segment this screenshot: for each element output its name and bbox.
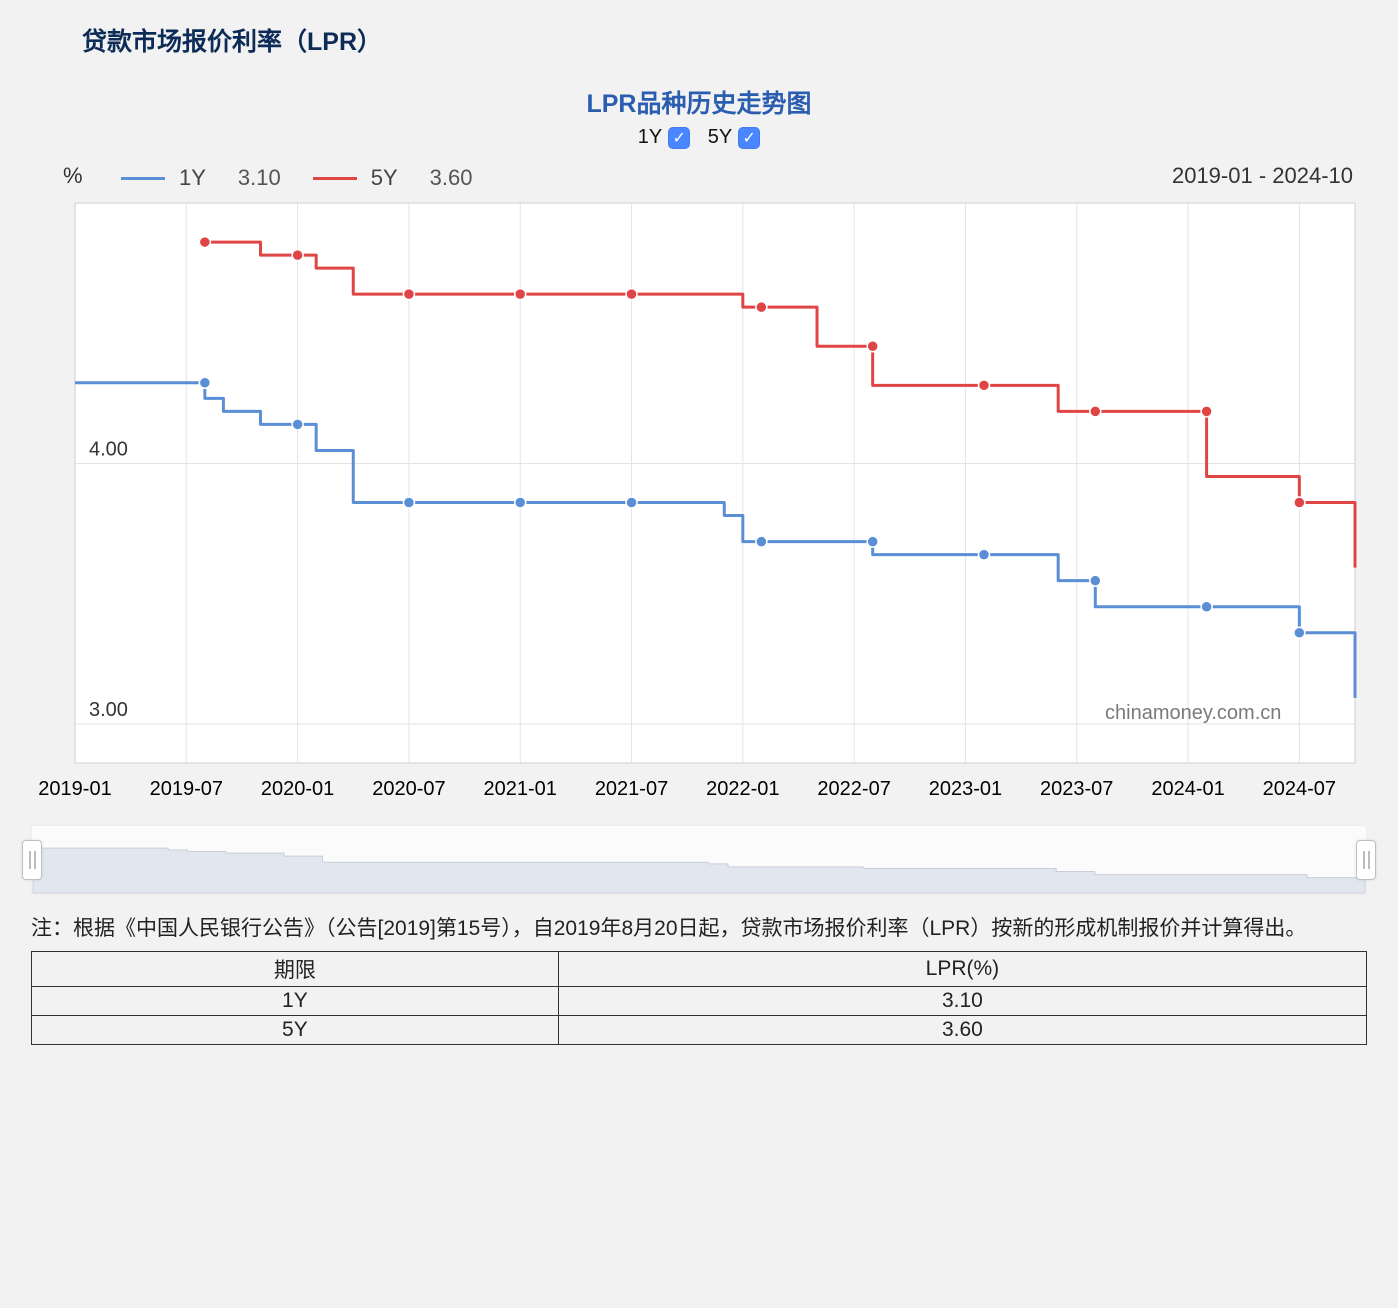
chart-title: LPR品种历史走势图 (24, 84, 1374, 120)
svg-text:2019-01: 2019-01 (38, 778, 111, 800)
date-range: 2019-01 - 2024-10 (1172, 163, 1353, 189)
table-header-row: 期限 LPR(%) (32, 951, 1367, 986)
range-handle-left[interactable] (22, 840, 42, 880)
range-scroller[interactable] (31, 825, 1367, 895)
toggle-5y-label: 5Y (708, 126, 732, 149)
table-cell: 3.10 (558, 986, 1366, 1015)
table-row: 5Y 3.60 (32, 1015, 1367, 1044)
lpr-chart: 3.00 4.00 chinamoney.com.cn 2019-01 2019-07 2… (31, 195, 1367, 815)
svg-text:2020-01: 2020-01 (261, 778, 334, 800)
svg-text:2023-07: 2023-07 (1040, 778, 1113, 800)
toggle-1y[interactable]: 1Y ✓ (638, 126, 690, 149)
svg-text:2019-07: 2019-07 (150, 778, 223, 800)
range-handle-right[interactable] (1356, 840, 1376, 880)
legend-value-1y: 3.10 (238, 165, 281, 191)
svg-text:2020-07: 2020-07 (372, 778, 445, 800)
legend: 1Y 3.10 5Y 3.60 (121, 165, 473, 191)
checkbox-icon: ✓ (668, 127, 690, 149)
svg-text:2022-01: 2022-01 (706, 778, 779, 800)
table-cell: 1Y (32, 986, 559, 1015)
svg-text:2024-07: 2024-07 (1263, 778, 1336, 800)
legend-item-5y[interactable]: 5Y 3.60 (313, 165, 473, 191)
table-col-term: 期限 (32, 951, 559, 986)
svg-text:2022-07: 2022-07 (817, 778, 890, 800)
legend-label-5y: 5Y (371, 165, 398, 191)
toggle-1y-label: 1Y (638, 126, 662, 149)
table-row: 1Y 3.10 (32, 986, 1367, 1015)
page-title: 贷款市场报价利率（LPR） (82, 22, 1374, 58)
legend-swatch-5y (313, 177, 357, 180)
svg-text:2021-07: 2021-07 (595, 778, 668, 800)
table-col-lpr: LPR(%) (558, 951, 1366, 986)
svg-text:chinamoney.com.cn: chinamoney.com.cn (1105, 702, 1281, 724)
series-toggles: 1Y ✓ 5Y ✓ (24, 126, 1374, 149)
svg-text:2024-01: 2024-01 (1151, 778, 1224, 800)
legend-value-5y: 3.60 (430, 165, 473, 191)
table-cell: 5Y (32, 1015, 559, 1044)
toggle-5y[interactable]: 5Y ✓ (708, 126, 760, 149)
svg-text:3.00: 3.00 (89, 699, 128, 721)
legend-swatch-1y (121, 177, 165, 180)
footnote: 注：根据《中国人民银行公告》（公告[2019]第15号），自2019年8月20日… (31, 913, 1367, 945)
svg-text:4.00: 4.00 (89, 438, 128, 460)
table-cell: 3.60 (558, 1015, 1366, 1044)
y-axis-unit: % (63, 163, 83, 189)
checkbox-icon: ✓ (738, 127, 760, 149)
legend-item-1y[interactable]: 1Y 3.10 (121, 165, 281, 191)
legend-label-1y: 1Y (179, 165, 206, 191)
lpr-table: 期限 LPR(%) 1Y 3.10 5Y 3.60 (31, 951, 1367, 1045)
chart-card: LPR品种历史走势图 1Y ✓ 5Y ✓ % 1Y 3.10 (24, 84, 1374, 895)
svg-text:2021-01: 2021-01 (484, 778, 557, 800)
svg-text:2023-01: 2023-01 (929, 778, 1002, 800)
